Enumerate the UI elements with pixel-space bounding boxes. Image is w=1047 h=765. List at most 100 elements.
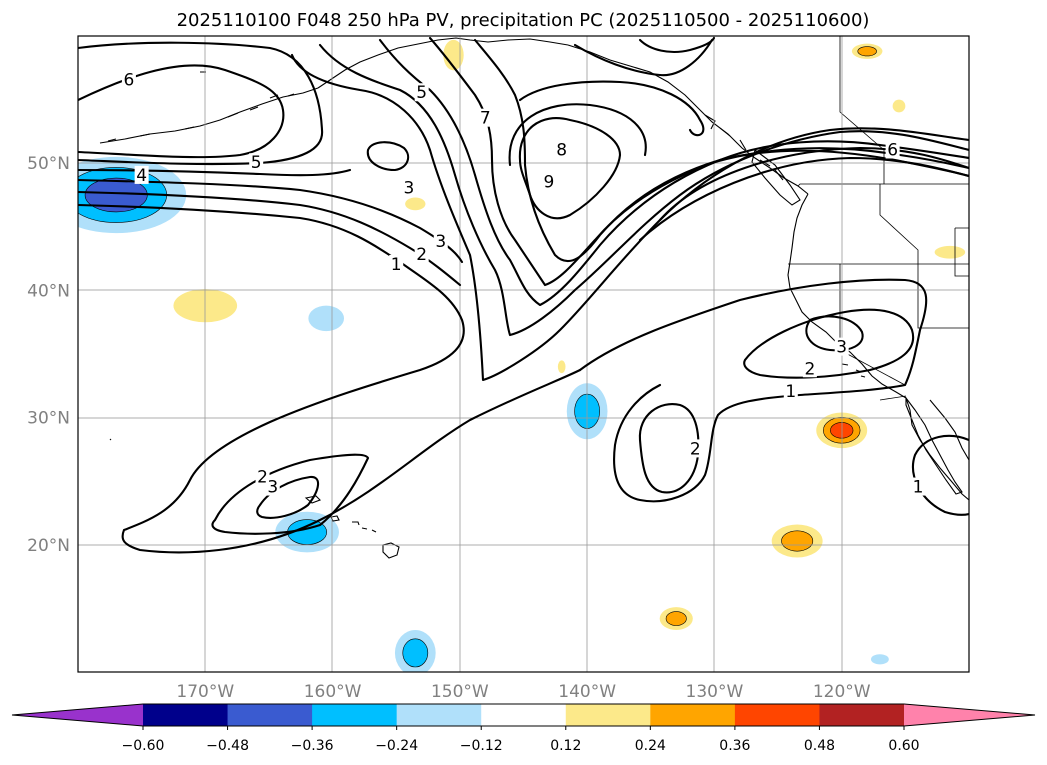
contour-label-bg: [134, 165, 149, 184]
contour-label: 2: [690, 439, 701, 459]
chart-title: 2025110100 F048 250 hPa PV, precipitatio…: [177, 10, 870, 31]
contour-label-bg: [401, 178, 416, 197]
precip-blob-level: [892, 99, 906, 113]
colorbar-tick-label: 0.24: [635, 738, 666, 754]
contour-label-bg: [265, 477, 280, 496]
pv-contour-2-sub: [211, 453, 370, 535]
pv-contour-7-trough: [378, 38, 969, 307]
contour-label: 2: [416, 245, 427, 265]
contour-label-bg: [688, 439, 703, 458]
precip-blob: [851, 43, 883, 59]
contour-label: 4: [136, 166, 147, 186]
precip-blob: [771, 524, 823, 558]
y-tick-label: 20°N: [27, 536, 70, 556]
contour-label-bg: [433, 232, 448, 251]
colorbar-extend-min: [12, 704, 143, 726]
precip-blob: [659, 607, 693, 631]
contour-label: 3: [435, 232, 446, 252]
pv-contour-1-east: [578, 278, 928, 503]
pv-contour-8-inner: [508, 103, 647, 167]
colorbar-tick-label: −0.12: [460, 738, 503, 754]
contour-label-bg: [121, 70, 136, 89]
colorbar-tick-label: −0.48: [206, 738, 249, 754]
pv-contour-4: [78, 168, 352, 177]
precip-blob-level: [405, 197, 426, 211]
precip-blob-level: [857, 46, 877, 57]
contour-label: 1: [913, 478, 924, 498]
contour-label: 8: [556, 140, 567, 160]
pv-contour-6-trough: [318, 43, 969, 337]
precip-blob: [405, 197, 426, 211]
contour-label-bg: [249, 153, 264, 172]
pv-contour-alaska-1: [573, 38, 714, 77]
precip-blob-level: [781, 530, 814, 552]
pv-contour-5: [78, 41, 324, 166]
contour-label-bg: [783, 382, 798, 401]
precip-blob: [557, 360, 566, 374]
precip-blob-level: [308, 305, 345, 332]
contour-label: 2: [804, 359, 815, 379]
contour-label: 7: [480, 109, 491, 129]
pv-contour-5-trough: [290, 53, 969, 382]
contour-label-bg: [414, 83, 429, 102]
precip-blob: [934, 245, 966, 259]
x-tick-label: 150°W: [431, 682, 489, 702]
colorbar-segment: [312, 704, 398, 726]
colorbar-tick-label: 0.12: [550, 738, 581, 754]
political-borders: [788, 36, 969, 401]
precip-blob-level: [402, 638, 429, 668]
precip-blob: [870, 654, 889, 665]
contour-label: 1: [785, 382, 796, 402]
contour-label: 3: [404, 179, 415, 199]
pv-contour-1-west: [78, 203, 582, 554]
x-tick-label: 170°W: [176, 682, 234, 702]
colorbar-tick-label: −0.60: [122, 738, 165, 754]
contour-label: 9: [544, 172, 555, 192]
precip-blob-level: [557, 360, 566, 374]
contour-label-bg: [554, 140, 569, 159]
contour-label-bg: [414, 244, 429, 263]
x-tick-label: 130°W: [686, 682, 744, 702]
precip-blob-level: [443, 39, 464, 71]
contour-label: 3: [267, 478, 278, 498]
y-tick-label: 40°N: [27, 281, 70, 301]
precip-blob: [308, 305, 345, 332]
pv-contour-9-inner: [518, 117, 622, 220]
colorbar-tick-label: −0.24: [375, 738, 418, 754]
pv-contour-6-west: [78, 64, 285, 159]
colorbar-segment: [565, 704, 651, 726]
colorbar-segment: [396, 704, 482, 726]
contour-label-bg: [389, 254, 404, 273]
y-tick-label: 30°N: [27, 409, 70, 429]
contour-label: 5: [251, 153, 262, 173]
colorbar-segment: [143, 704, 229, 726]
contour-label: 3: [836, 338, 847, 358]
precip-blob: [394, 630, 436, 672]
colorbar-segment: [734, 704, 820, 726]
pv-contour-east-a: [658, 146, 969, 222]
contour-label-bg: [911, 477, 926, 496]
pv-contour-3-east: [805, 315, 864, 352]
contour-label-bg: [541, 172, 556, 191]
contour-label-bg: [802, 359, 817, 378]
colorbar-segment: [481, 704, 567, 726]
contour-label-bg: [885, 140, 900, 159]
contour-label: 1: [391, 255, 402, 275]
pv-contour-alaska-3: [638, 36, 716, 54]
precip-blob-level: [934, 245, 966, 259]
x-tick-label: 120°W: [813, 682, 871, 702]
colorbar: −0.60 −0.48 −0.36 −0.24 −0.12 0.12 0.24 0.36 0.4…: [11, 703, 1036, 754]
pv-contour-east-b: [638, 156, 969, 242]
contour-label: 6: [887, 140, 898, 160]
colorbar-tick-label: 0.60: [888, 738, 919, 754]
pv-contour-9-trough: [473, 38, 969, 262]
contour-label: 5: [416, 83, 427, 103]
precip-blob-level: [665, 611, 687, 626]
axis-tick-labels: 170°W 160°W 150°W 140°W 130°W 120°W 50°N 40°N 30…: [27, 154, 871, 702]
contour-label-bg: [478, 108, 493, 127]
precip-blob-level: [870, 654, 889, 665]
map-frame: [77, 35, 970, 673]
